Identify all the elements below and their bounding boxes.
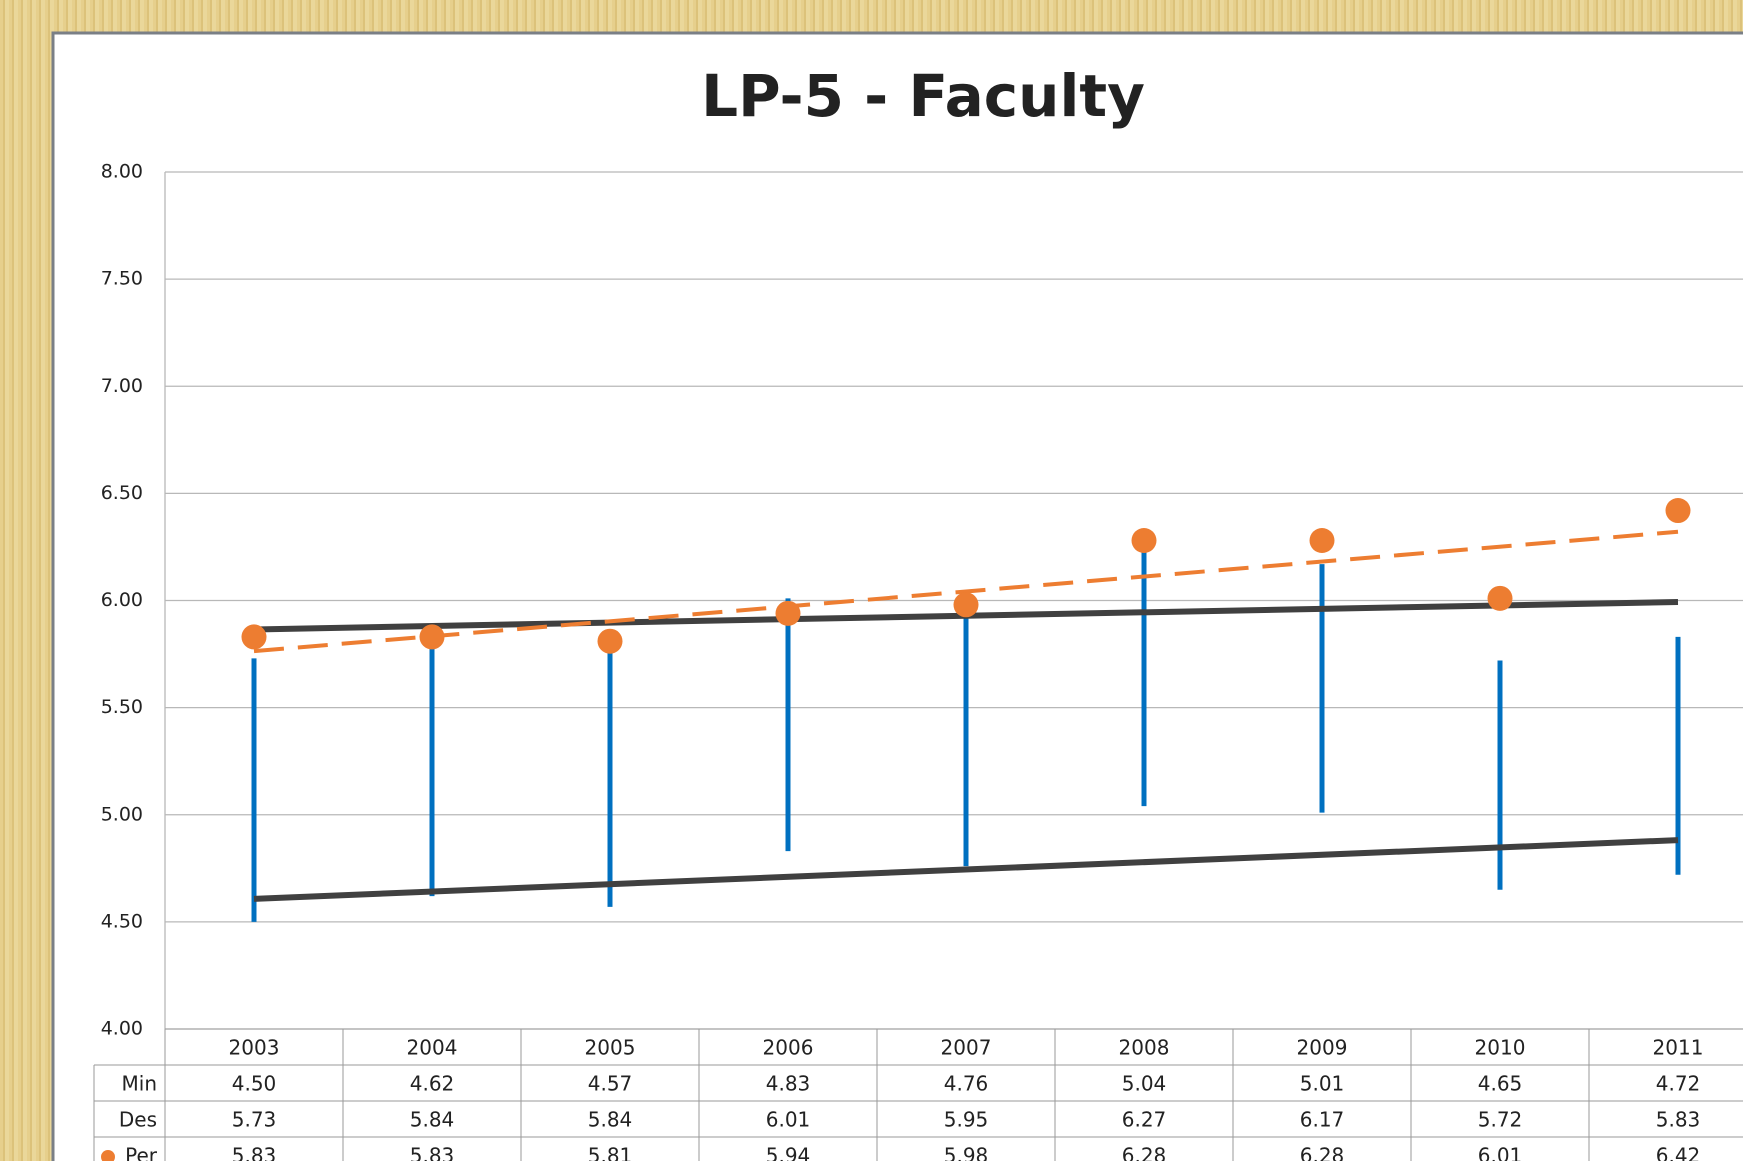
table-value: 4.72 — [1656, 1072, 1701, 1096]
x-tick-label: 2005 — [585, 1036, 636, 1060]
table-value: 6.17 — [1300, 1108, 1345, 1132]
table-value: 4.50 — [232, 1072, 277, 1096]
table-value: 4.76 — [944, 1072, 989, 1096]
table-value: 5.72 — [1478, 1108, 1523, 1132]
table-value: 5.83 — [1656, 1108, 1701, 1132]
dot — [1131, 528, 1157, 554]
y-tick-label: 4.00 — [101, 1018, 143, 1040]
y-tick-label: 4.50 — [101, 910, 143, 932]
x-tick-label: 2007 — [941, 1036, 992, 1060]
table-value: 5.01 — [1300, 1072, 1345, 1096]
dot — [1665, 498, 1691, 524]
table-value: 5.84 — [588, 1108, 633, 1132]
table-value: 4.83 — [766, 1072, 811, 1096]
x-tick-label: 2003 — [229, 1036, 280, 1060]
table-value: 4.65 — [1478, 1072, 1523, 1096]
dot — [241, 624, 267, 650]
trendline — [253, 837, 1679, 902]
y-tick-label: 6.50 — [101, 482, 143, 504]
table-value: 6.27 — [1122, 1108, 1167, 1132]
table-value: 5.95 — [944, 1108, 989, 1132]
x-tick-label: 2008 — [1119, 1036, 1170, 1060]
table-value: 5.04 — [1122, 1072, 1167, 1096]
table-value: 5.94 — [766, 1144, 811, 1161]
trendline — [253, 529, 1679, 654]
table-value: 5.81 — [588, 1144, 633, 1161]
x-tick-label: 2010 — [1475, 1036, 1526, 1060]
x-tick-label: 2006 — [763, 1036, 814, 1060]
dot — [953, 592, 979, 618]
table-value: 5.73 — [232, 1108, 277, 1132]
table-value: 5.84 — [410, 1108, 455, 1132]
y-tick-label: 7.00 — [101, 375, 143, 397]
table-value: 6.28 — [1300, 1144, 1345, 1161]
x-tick-label: 2004 — [407, 1036, 458, 1060]
dot — [775, 600, 801, 626]
table-value: 4.62 — [410, 1072, 455, 1096]
dot — [1309, 528, 1335, 554]
table-value: 5.98 — [944, 1144, 989, 1161]
chart-panel — [51, 31, 1743, 1161]
dot — [1487, 585, 1513, 611]
x-tick-label: 2009 — [1297, 1036, 1348, 1060]
table-value: 6.28 — [1122, 1144, 1167, 1161]
legend-key — [101, 1150, 115, 1161]
legend-label: Des — [119, 1108, 157, 1132]
dot — [597, 628, 623, 654]
y-tick-label: 6.00 — [101, 589, 143, 611]
table-value: 5.83 — [232, 1144, 277, 1161]
table-value: 4.57 — [588, 1072, 633, 1096]
table-value: 5.83 — [410, 1144, 455, 1161]
table-value: 6.01 — [1478, 1144, 1523, 1161]
dot — [419, 624, 445, 650]
table-value: 6.01 — [766, 1108, 811, 1132]
x-tick-label: 2011 — [1653, 1036, 1704, 1060]
y-tick-label: 5.00 — [101, 803, 143, 825]
y-tick-label: 5.50 — [101, 696, 143, 718]
y-tick-label: 7.50 — [101, 268, 143, 290]
chart-title: LP-5 - Faculty — [701, 62, 1145, 130]
legend-label: Per — [125, 1144, 158, 1161]
y-tick-label: 8.00 — [101, 161, 143, 183]
table-value: 6.42 — [1656, 1144, 1701, 1161]
legend-label: Min — [122, 1072, 158, 1096]
